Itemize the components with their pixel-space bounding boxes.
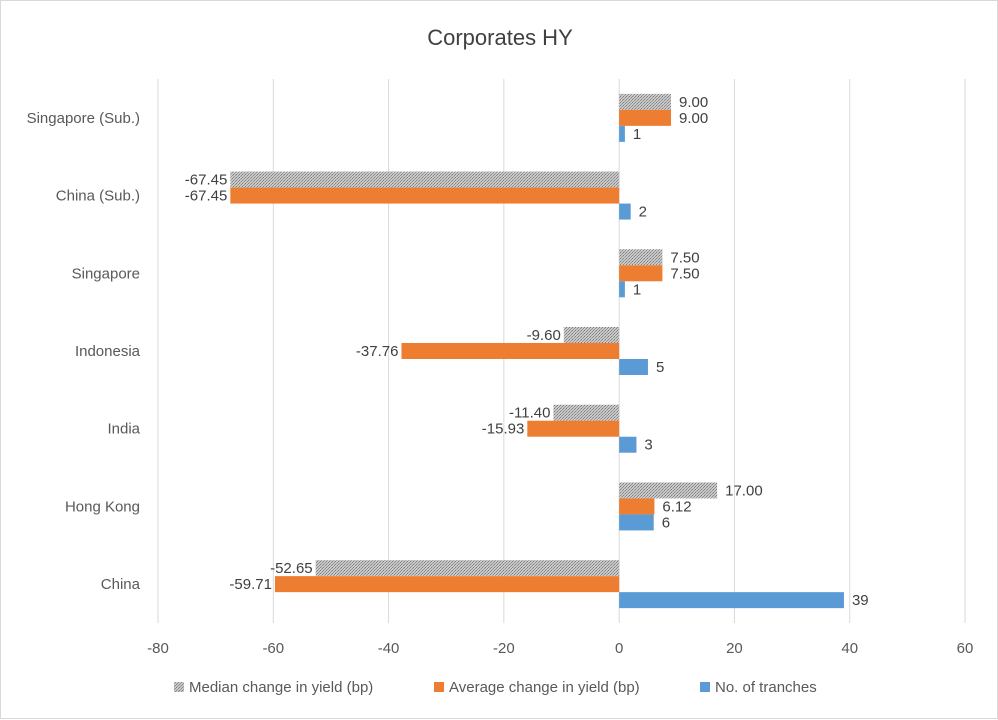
bar	[619, 482, 718, 499]
bar	[230, 171, 620, 188]
bar	[619, 498, 655, 515]
data-label: -59.71	[229, 576, 272, 593]
bar	[563, 327, 620, 343]
data-label: -67.45	[185, 172, 228, 189]
bar	[619, 592, 844, 609]
x-tick-label: -20	[493, 640, 515, 657]
bar	[619, 125, 625, 142]
data-label: 1	[633, 281, 641, 298]
data-label: -52.65	[270, 560, 313, 577]
data-label: -37.76	[356, 343, 399, 360]
bar	[619, 514, 654, 531]
category-label: Hong Kong	[65, 498, 140, 515]
bar	[274, 576, 620, 593]
bar	[527, 420, 620, 437]
category-label: India	[107, 421, 140, 438]
data-label: 5	[656, 359, 664, 376]
x-tick-label: 40	[841, 640, 858, 657]
category-label: China	[101, 576, 141, 593]
x-tick-label: 20	[726, 640, 743, 657]
category-label: China (Sub.)	[56, 188, 140, 205]
x-tick-label: 60	[957, 640, 974, 657]
bar	[619, 265, 663, 282]
data-label: -9.60	[527, 327, 561, 344]
legend-label: No. of tranches	[715, 679, 817, 696]
data-label: 7.50	[670, 265, 699, 282]
data-label: 3	[644, 437, 652, 454]
data-label: 39	[852, 592, 869, 609]
category-label: Indonesia	[75, 343, 141, 360]
bar	[315, 560, 620, 577]
legend-swatch	[174, 682, 184, 692]
bar	[230, 187, 620, 204]
data-label: 6.12	[662, 498, 691, 515]
data-label: 9.00	[679, 110, 708, 127]
x-tick-label: -40	[378, 640, 400, 657]
bar	[619, 109, 672, 126]
x-tick-label: -60	[262, 640, 284, 657]
data-label: -11.40	[509, 405, 550, 422]
x-tick-label: -80	[147, 640, 169, 657]
data-label: 1	[633, 126, 641, 143]
chart-title: Corporates HY	[427, 25, 573, 50]
legend-label: Average change in yield (bp)	[449, 679, 640, 696]
legend-label: Median change in yield (bp)	[189, 679, 373, 696]
data-label: -15.93	[482, 421, 525, 438]
bar	[619, 203, 631, 220]
data-label: 17.00	[725, 482, 763, 499]
bar	[619, 436, 637, 453]
bar	[619, 359, 648, 375]
data-label: 9.00	[679, 94, 708, 111]
legend-swatch	[700, 682, 710, 692]
bar	[553, 404, 620, 421]
bar	[619, 281, 625, 298]
data-label: 2	[639, 204, 647, 221]
bar	[619, 249, 663, 266]
legend-swatch	[434, 682, 444, 692]
data-label: -67.45	[185, 188, 228, 205]
data-label: 7.50	[670, 249, 699, 266]
bar	[401, 343, 620, 359]
category-label: Singapore (Sub.)	[27, 110, 140, 127]
bar	[619, 93, 672, 110]
category-label: Singapore	[72, 265, 140, 282]
data-label: 6	[662, 514, 670, 531]
x-tick-label: 0	[615, 640, 623, 657]
